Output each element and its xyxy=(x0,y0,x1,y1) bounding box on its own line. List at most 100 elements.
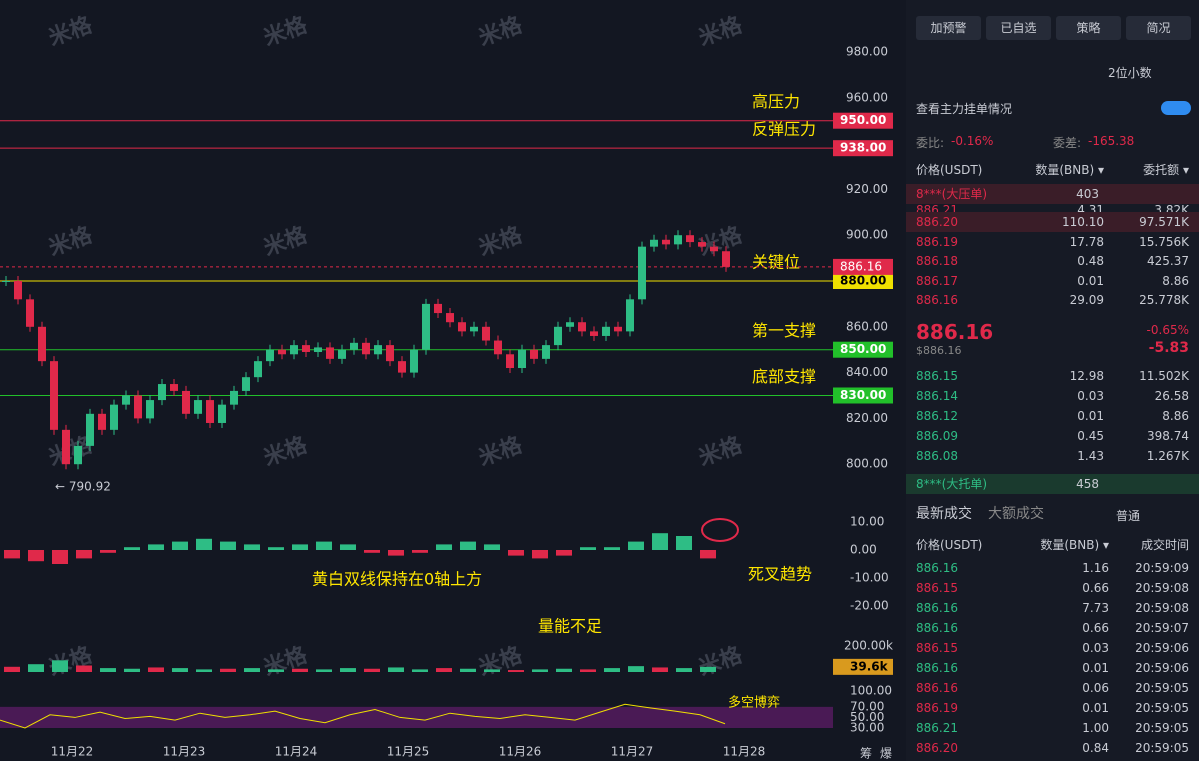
candle xyxy=(2,281,10,282)
toggle[interactable] xyxy=(1161,101,1191,115)
candle xyxy=(518,349,526,369)
volume-bar xyxy=(124,668,140,672)
cell: 97.571K xyxy=(1139,215,1189,229)
cell: 0.03 xyxy=(1077,389,1104,403)
candle xyxy=(338,349,346,359)
candle xyxy=(554,326,562,346)
candle xyxy=(206,400,214,423)
main-orders[interactable]: 查看主力挂单情况 xyxy=(916,102,1013,116)
macd-bar xyxy=(652,533,668,550)
cell: 20:59:05 xyxy=(1135,741,1189,755)
candle xyxy=(590,331,598,336)
level-box xyxy=(833,112,893,129)
cell: 20:59:06 xyxy=(1135,641,1189,655)
rsi-tick-label: 70.00 xyxy=(850,699,884,713)
volume-bar xyxy=(172,668,188,672)
level-label: 950.00 xyxy=(840,113,886,127)
candle xyxy=(530,349,538,359)
macd-bar xyxy=(292,544,308,550)
volume-bar xyxy=(652,667,668,672)
ask-row: 886.17 0.01 8.86 xyxy=(906,271,1199,291)
rsi-tick-label: 30.00 xyxy=(850,721,884,735)
bid-row: 886.12 0.01 8.86 xyxy=(906,406,1199,426)
macd-bar xyxy=(676,536,692,550)
volume-bar xyxy=(460,668,476,672)
level-note: 反弹压力 xyxy=(752,120,816,139)
level-box xyxy=(833,140,893,157)
macd-bar xyxy=(268,547,284,550)
button[interactable]: 加预警 xyxy=(916,16,981,40)
trade-row: 886.16 0.06 20:59:05 xyxy=(906,678,1199,698)
volume-bar xyxy=(292,668,308,672)
volume-bar xyxy=(220,668,236,672)
tab[interactable]: 大额成交 xyxy=(988,506,1044,522)
volume-bar xyxy=(508,670,524,672)
candle xyxy=(710,246,718,252)
book-header: 价格(USDT) 数量(BNB) ▾ 委托额 ▾ xyxy=(906,160,1199,180)
macd-bar xyxy=(388,550,404,556)
macd-bar xyxy=(76,550,92,559)
cell: 8.86 xyxy=(1162,273,1189,288)
cell: 29.09 xyxy=(1069,293,1104,308)
last-price-box xyxy=(833,258,893,275)
candle xyxy=(122,395,130,405)
cell: 886.18 xyxy=(916,254,958,269)
macd-bar xyxy=(4,550,20,559)
candle xyxy=(698,242,706,247)
cell: 成交时间 xyxy=(1140,538,1189,552)
cell: 20:59:05 xyxy=(1135,721,1189,735)
tab[interactable]: 最新成交 xyxy=(916,506,972,522)
level-label: 850.00 xyxy=(840,342,886,356)
x-tick-label: 11月24 xyxy=(275,745,318,759)
candle xyxy=(182,390,190,414)
bid-banner: 8***(大托单) 458 xyxy=(906,474,1199,494)
bid-row: 886.09 0.45 398.74 xyxy=(906,426,1199,446)
volume-tick-label: 200.00k xyxy=(844,639,893,653)
cell: 458 xyxy=(1076,477,1099,491)
trade-header: 价格(USDT) 数量(BNB) ▾ 成交时间 xyxy=(906,535,1199,555)
ask-row: 886.19 17.78 15.756K xyxy=(906,232,1199,252)
button[interactable]: 已自选 xyxy=(986,16,1051,40)
trade-row: 886.15 0.66 20:59:08 xyxy=(906,578,1199,598)
volume-bar xyxy=(388,667,404,672)
volume-bar xyxy=(412,669,428,672)
cell: 20:59:08 xyxy=(1135,581,1189,595)
corner-label: 爆 xyxy=(880,747,892,761)
candle xyxy=(326,347,334,359)
candle xyxy=(638,246,646,300)
cell: 398.74 xyxy=(1147,429,1189,443)
macd-bar xyxy=(220,541,236,550)
cell: 0.84 xyxy=(1082,741,1109,755)
price-tick-label: 800.00 xyxy=(846,457,888,471)
volume-bar xyxy=(484,669,500,672)
x-tick-label: 11月28 xyxy=(723,745,766,759)
order-panel: 加预警 已自选 策略 简况 2位小数 查看主力挂单情况 委比: -0.16% 委差: -165.3… xyxy=(906,0,1199,761)
cell: 0.66 xyxy=(1082,581,1109,595)
candle xyxy=(398,361,406,373)
cell: 25.778K xyxy=(1139,293,1189,308)
level-note: 第一支撑 xyxy=(752,321,816,340)
level-note: 高压力 xyxy=(752,92,800,111)
macd-bar xyxy=(508,550,524,556)
candle xyxy=(146,400,154,419)
cell: 价格(USDT) xyxy=(916,163,983,177)
macd-bar xyxy=(100,550,116,553)
normal[interactable]: 普通 xyxy=(1116,509,1141,523)
macd-bar xyxy=(484,544,500,550)
cell: 0.01 xyxy=(1077,409,1104,423)
macd-bar xyxy=(604,547,620,550)
button[interactable]: 策略 xyxy=(1056,16,1121,40)
candle xyxy=(614,326,622,332)
cell: 1.267K xyxy=(1146,449,1189,463)
cell: 886.08 xyxy=(916,449,958,463)
button[interactable]: 简况 xyxy=(1126,16,1191,40)
candle xyxy=(26,299,34,327)
cell: 0.48 xyxy=(1077,254,1104,269)
cell: 886.19 xyxy=(916,234,958,249)
ask-row: 886.16 29.09 25.778K xyxy=(906,290,1199,310)
macd-bar xyxy=(628,541,644,550)
trade-row: 886.20 0.84 20:59:05 xyxy=(906,738,1199,758)
candle xyxy=(410,349,418,373)
decimals[interactable]: 2位小数 xyxy=(1108,66,1152,80)
macd-note: 黄白双线保持在0轴上方 xyxy=(312,570,482,589)
